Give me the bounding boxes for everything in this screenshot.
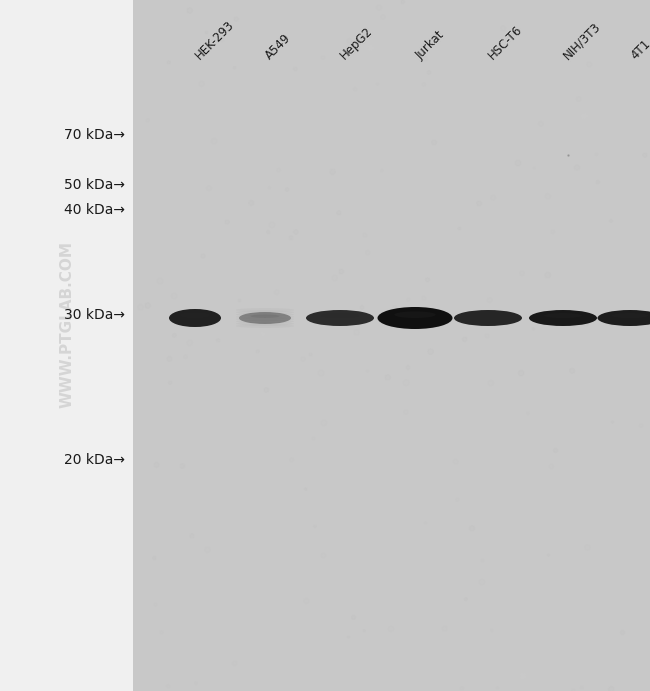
Text: A549: A549 — [263, 31, 294, 62]
Text: HSC-T6: HSC-T6 — [486, 23, 525, 62]
Ellipse shape — [306, 310, 374, 326]
Text: HEK-293: HEK-293 — [193, 18, 237, 62]
Text: 40 kDa→: 40 kDa→ — [64, 203, 125, 217]
Ellipse shape — [239, 312, 291, 324]
Bar — [0, 0, 133, 691]
Ellipse shape — [544, 313, 582, 318]
Text: 70 kDa→: 70 kDa→ — [64, 128, 125, 142]
Ellipse shape — [181, 312, 209, 318]
Text: NIH/3T3: NIH/3T3 — [561, 19, 603, 62]
Ellipse shape — [251, 314, 280, 318]
Ellipse shape — [395, 312, 436, 318]
Text: HepG2: HepG2 — [338, 24, 376, 62]
Text: 20 kDa→: 20 kDa→ — [64, 453, 125, 467]
Ellipse shape — [169, 309, 221, 327]
Text: Jurkat: Jurkat — [413, 28, 447, 62]
Text: 4T1: 4T1 — [628, 37, 650, 62]
Ellipse shape — [321, 313, 359, 318]
Ellipse shape — [597, 310, 650, 326]
Ellipse shape — [378, 307, 452, 329]
Ellipse shape — [529, 310, 597, 326]
Text: 50 kDa→: 50 kDa→ — [64, 178, 125, 192]
Text: 30 kDa→: 30 kDa→ — [64, 308, 125, 322]
Ellipse shape — [469, 313, 507, 318]
Ellipse shape — [454, 310, 522, 326]
Ellipse shape — [612, 313, 648, 318]
Bar — [133, 0, 650, 691]
Text: WWW.PTGLAB.COM: WWW.PTGLAB.COM — [59, 241, 74, 408]
